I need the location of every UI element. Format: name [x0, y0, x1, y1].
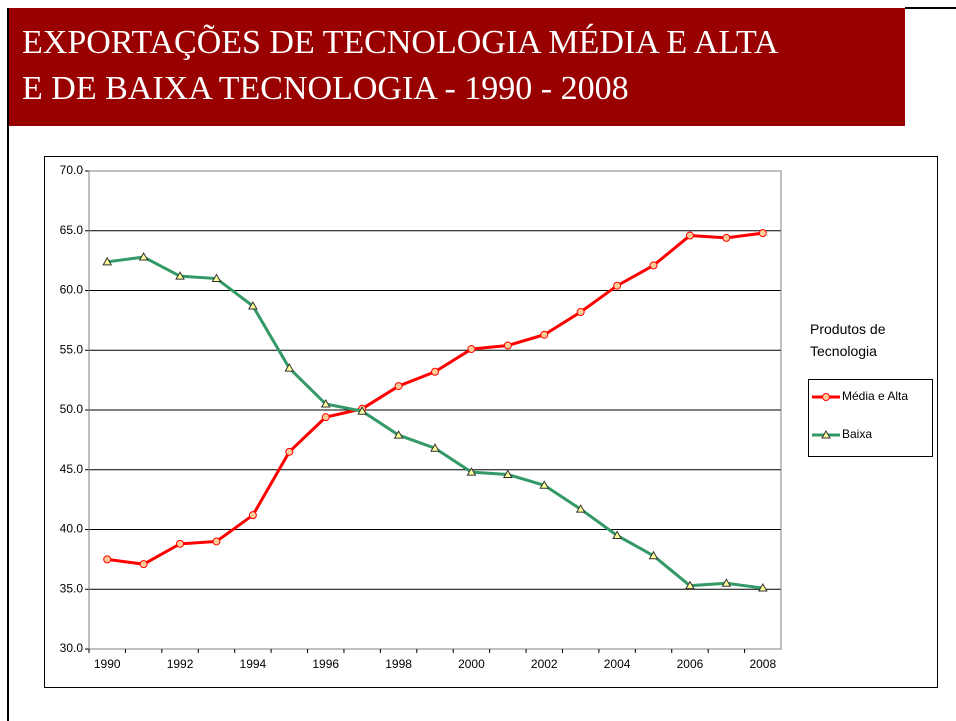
point — [175, 271, 185, 280]
point — [466, 467, 477, 476]
x-tick-label: 1992 — [167, 657, 194, 671]
point — [138, 252, 149, 261]
point — [248, 511, 257, 520]
point — [576, 308, 585, 317]
point — [648, 550, 659, 560]
x-tick-label: 2002 — [531, 657, 558, 671]
series-line — [107, 231, 763, 566]
legend-box — [808, 379, 933, 457]
point — [539, 480, 550, 489]
point — [757, 583, 768, 592]
y-tick-label: 45.0 — [60, 462, 84, 476]
x-tick-label: 1998 — [385, 657, 412, 671]
point — [284, 363, 295, 372]
legend-title: Produtos de Tecnologia — [810, 321, 886, 359]
point — [685, 580, 695, 590]
x-tick-label: 1990 — [94, 657, 121, 671]
point — [212, 537, 221, 546]
point — [320, 399, 331, 408]
point — [467, 345, 476, 354]
point — [321, 413, 330, 422]
point — [394, 382, 403, 391]
x-tick-label: 2006 — [677, 657, 704, 671]
point — [649, 261, 658, 270]
point — [211, 273, 222, 283]
point — [103, 555, 112, 564]
legend-label: Média e Alta — [842, 389, 908, 403]
plot-frame — [88, 170, 782, 650]
x-tick-label: 1994 — [240, 657, 267, 671]
point — [722, 233, 731, 242]
point — [821, 429, 831, 439]
point — [502, 469, 513, 479]
y-tick-label: 60.0 — [60, 283, 84, 297]
point — [176, 539, 185, 548]
x-tick-label: 2004 — [604, 657, 631, 671]
point — [393, 430, 404, 439]
title-line: E DE BAIXA TECNOLOGIA - 1990 - 2008 — [22, 70, 629, 107]
point — [285, 447, 294, 456]
x-tick-label: 2000 — [458, 657, 485, 671]
chart-frame — [44, 156, 938, 688]
series-line — [107, 255, 763, 590]
title-box: EXPORTAÇÕES DE TECNOLOGIA MÉDIA E ALTA E… — [8, 8, 905, 126]
point — [721, 578, 732, 587]
y-tick-label: 30.0 — [60, 641, 84, 655]
point — [431, 367, 439, 376]
y-tick-label: 40.0 — [60, 522, 84, 536]
y-tick-label: 70.0 — [60, 163, 84, 177]
point — [139, 560, 148, 569]
point — [575, 504, 586, 513]
x-tick-label: 1996 — [312, 657, 339, 671]
point — [540, 330, 549, 339]
point — [357, 406, 368, 415]
point — [613, 281, 622, 290]
y-tick-label: 35.0 — [60, 581, 84, 595]
x-tick-label: 2008 — [749, 657, 776, 671]
point — [248, 301, 258, 310]
point — [612, 530, 622, 539]
y-tick-label: 55.0 — [60, 342, 84, 356]
point — [102, 256, 113, 266]
point — [503, 341, 512, 350]
legend-label: Baixa — [842, 427, 872, 441]
point — [822, 393, 830, 401]
point — [685, 231, 694, 240]
title-line: EXPORTAÇÕES DE TECNOLOGIA MÉDIA E ALTA — [22, 24, 779, 61]
point — [758, 229, 767, 238]
y-tick-label: 65.0 — [60, 223, 84, 237]
point — [430, 443, 440, 452]
y-tick-label: 50.0 — [60, 402, 84, 416]
